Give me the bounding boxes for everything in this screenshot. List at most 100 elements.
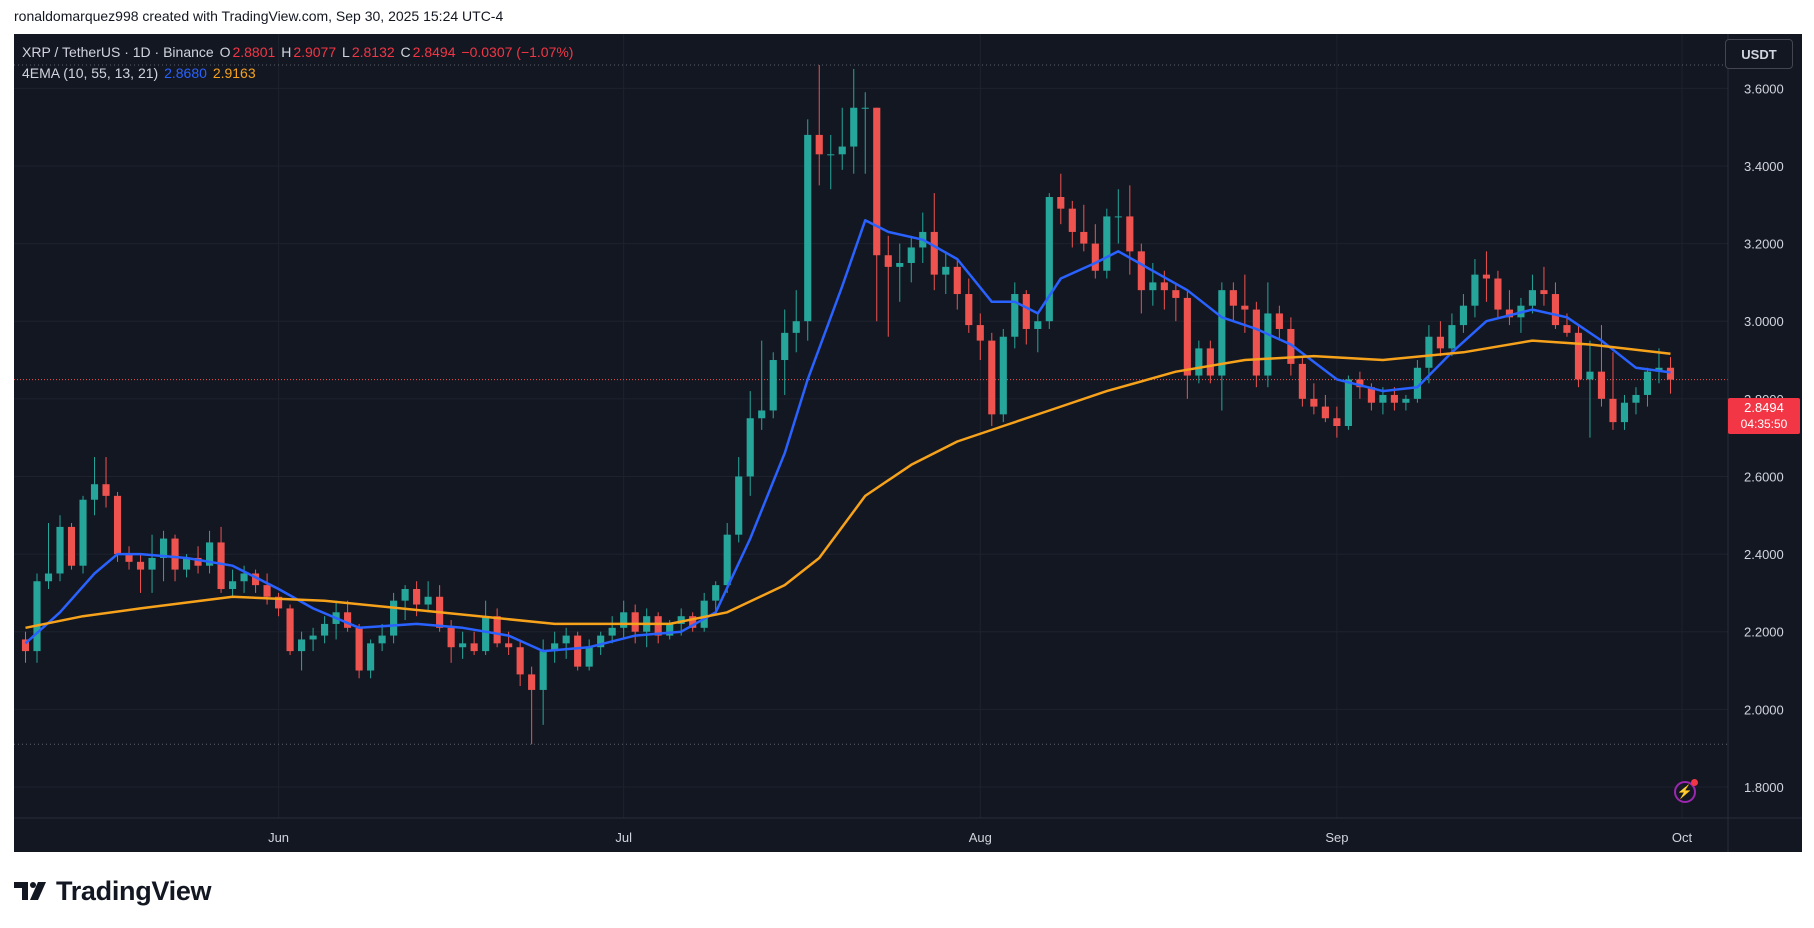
candle <box>896 243 904 302</box>
candle-body <box>965 294 973 326</box>
candle <box>942 251 950 295</box>
candle <box>1206 340 1214 384</box>
candle-body <box>1183 297 1191 376</box>
candle-body <box>528 674 536 690</box>
candle-body <box>194 557 202 566</box>
candle-body <box>33 581 41 652</box>
candle-body <box>252 573 260 586</box>
candle-body <box>574 635 582 667</box>
candle-body <box>1356 379 1364 388</box>
candle <box>355 623 363 679</box>
candle-body <box>159 538 168 558</box>
candle <box>712 581 720 613</box>
candle-body <box>321 623 329 636</box>
candle-body <box>1551 294 1560 326</box>
candle-body <box>896 262 904 267</box>
price-tick-label: 3.6000 <box>1744 81 1784 96</box>
candle-body <box>597 635 605 648</box>
candle <box>1011 282 1019 349</box>
candle <box>136 554 145 593</box>
candle <box>965 278 973 333</box>
candle <box>585 639 593 671</box>
candle-body <box>1609 398 1617 423</box>
candle-body <box>275 596 283 609</box>
candle <box>792 290 800 353</box>
candle-body <box>551 643 559 652</box>
candle <box>1080 204 1088 252</box>
chart-panel[interactable]: 3.60003.40003.20003.00002.80002.60002.40… <box>14 34 1802 852</box>
candle <box>1586 340 1594 438</box>
candle <box>470 631 478 655</box>
candle-body <box>1229 290 1237 306</box>
candle <box>228 569 237 597</box>
candle <box>1137 243 1145 314</box>
candle-body <box>401 589 409 601</box>
candle <box>1425 325 1433 384</box>
candle <box>838 107 846 170</box>
candle-body <box>539 651 547 690</box>
candle <box>953 259 961 310</box>
candle-body <box>838 146 846 155</box>
candle <box>608 616 616 644</box>
candle <box>884 235 892 337</box>
candle-body <box>873 107 881 256</box>
candle-body <box>1413 367 1421 399</box>
candle-body <box>689 616 697 628</box>
candle <box>1471 259 1479 318</box>
candle-body <box>263 585 271 597</box>
lightning-icon[interactable]: ⚡ <box>1674 779 1698 803</box>
price-tick-label: 1.8000 <box>1744 780 1784 795</box>
candle <box>1540 266 1548 306</box>
candle-body <box>228 581 237 590</box>
candle-body <box>459 643 467 648</box>
candle-body <box>378 635 386 644</box>
price-chart[interactable]: 3.60003.40003.20003.00002.80002.60002.40… <box>14 34 1802 852</box>
candle-body <box>1241 305 1249 310</box>
candle-body <box>171 538 179 570</box>
candle <box>930 193 938 291</box>
candle <box>620 600 628 640</box>
candle <box>1632 387 1640 415</box>
candle <box>217 526 225 593</box>
candle-body <box>1448 325 1456 349</box>
candle <box>390 592 398 644</box>
brand-logo[interactable]: TradingView <box>14 876 212 906</box>
tradingview-logo-icon <box>14 882 46 900</box>
notification-dot <box>1691 779 1698 786</box>
candle <box>459 631 467 659</box>
candle-body <box>654 616 662 636</box>
candle-body <box>1022 294 1030 329</box>
candle-body <box>493 616 501 644</box>
candle-body <box>1632 394 1640 403</box>
price-tick-label: 2.6000 <box>1744 469 1784 484</box>
candle <box>654 612 662 644</box>
candle <box>528 666 536 745</box>
candle <box>1390 387 1398 411</box>
candle <box>275 592 283 617</box>
indicator-label[interactable]: 4EMA (10, 55, 13, 21) <box>22 65 159 81</box>
candle <box>1505 290 1514 326</box>
candle-body <box>746 418 754 477</box>
candle-body <box>1310 398 1318 407</box>
close-label: C <box>400 44 411 60</box>
open-value: 2.8801 <box>232 44 276 60</box>
currency-unit-button[interactable]: USDT <box>1725 39 1793 69</box>
candle <box>1022 290 1030 345</box>
symbol-label[interactable]: XRP / TetherUS · 1D · Binance <box>22 44 214 60</box>
candle <box>1609 352 1617 430</box>
candle <box>1448 313 1456 357</box>
indicator-legend[interactable]: 4EMA (10, 55, 13, 21) 2.8680 2.9163 <box>22 65 258 81</box>
candle <box>205 530 214 574</box>
candle <box>286 604 294 655</box>
candle-body <box>505 643 513 648</box>
candle <box>574 631 582 671</box>
candle-body <box>1666 367 1675 380</box>
candle-body <box>1068 208 1076 232</box>
ema-slow-line <box>25 339 1671 630</box>
candle-body <box>298 639 306 652</box>
candle-body <box>1264 313 1272 376</box>
candle <box>769 352 777 419</box>
candle-body <box>769 360 777 411</box>
candle-body <box>1643 371 1652 395</box>
